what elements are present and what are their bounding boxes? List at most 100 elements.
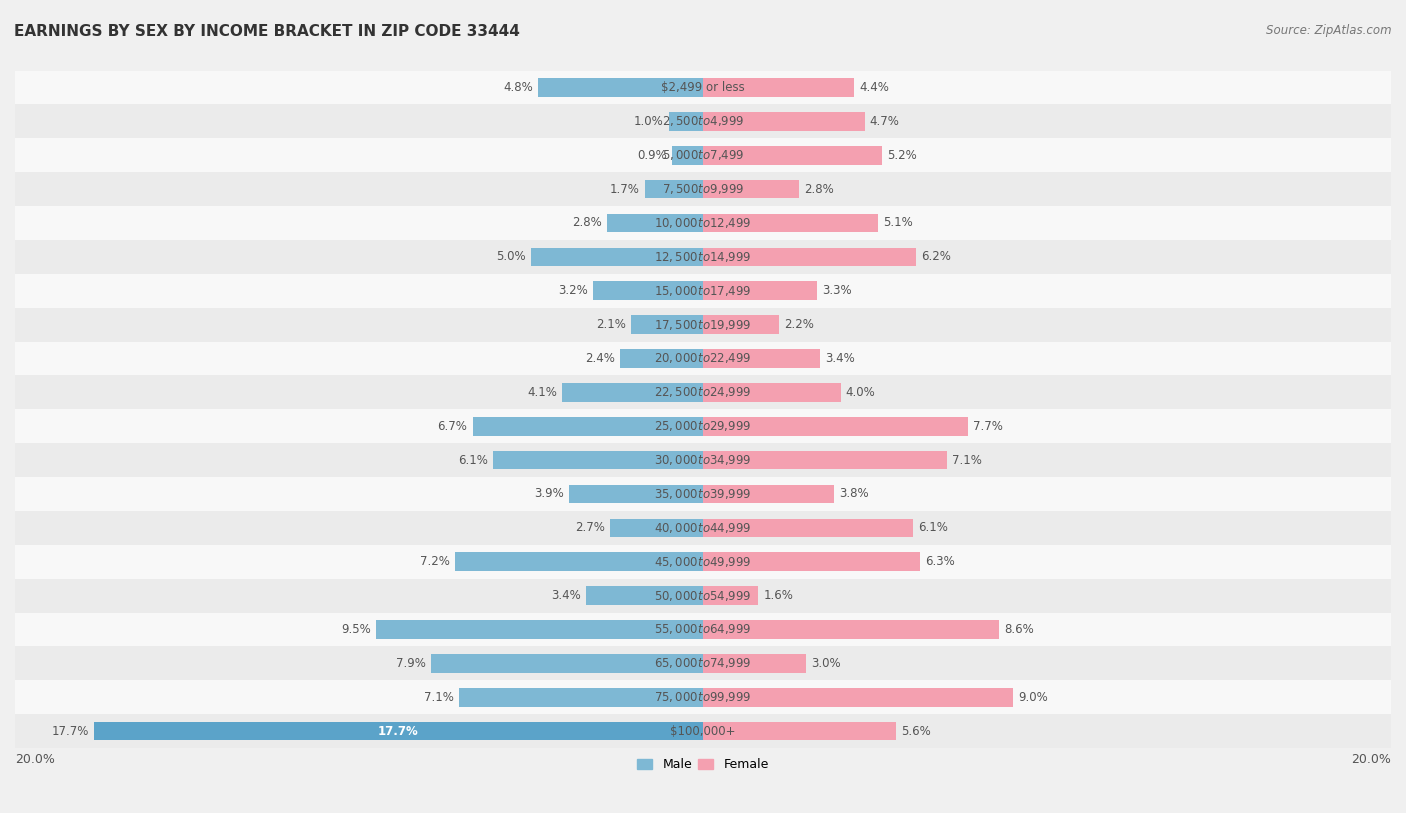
Text: $20,000 to $22,499: $20,000 to $22,499: [654, 351, 752, 366]
Text: 4.1%: 4.1%: [527, 386, 557, 399]
Bar: [703, 450, 948, 469]
Bar: [472, 417, 703, 436]
Text: 7.1%: 7.1%: [952, 454, 983, 467]
Text: 5.6%: 5.6%: [901, 724, 931, 737]
Text: 6.1%: 6.1%: [918, 521, 948, 534]
Text: $75,000 to $99,999: $75,000 to $99,999: [654, 690, 752, 704]
Text: 4.7%: 4.7%: [870, 115, 900, 128]
Text: 1.0%: 1.0%: [634, 115, 664, 128]
Text: $15,000 to $17,499: $15,000 to $17,499: [654, 284, 752, 298]
Bar: [620, 349, 703, 367]
Text: 5.2%: 5.2%: [887, 149, 917, 162]
Bar: [15, 240, 1391, 274]
Text: $12,500 to $14,999: $12,500 to $14,999: [654, 250, 752, 264]
Bar: [15, 579, 1391, 612]
Text: 3.9%: 3.9%: [534, 488, 564, 501]
Text: 5.0%: 5.0%: [496, 250, 526, 263]
Bar: [15, 274, 1391, 307]
Text: 7.7%: 7.7%: [973, 420, 1002, 433]
Bar: [15, 206, 1391, 240]
Bar: [456, 552, 703, 571]
Bar: [703, 315, 779, 334]
Bar: [15, 511, 1391, 545]
Bar: [703, 688, 1012, 706]
Bar: [15, 545, 1391, 579]
Text: EARNINGS BY SEX BY INCOME BRACKET IN ZIP CODE 33444: EARNINGS BY SEX BY INCOME BRACKET IN ZIP…: [14, 24, 520, 39]
Bar: [703, 417, 967, 436]
Bar: [669, 112, 703, 131]
Text: 3.2%: 3.2%: [558, 285, 588, 298]
Text: $25,000 to $29,999: $25,000 to $29,999: [654, 420, 752, 433]
Bar: [631, 315, 703, 334]
Bar: [15, 104, 1391, 138]
Text: 17.7%: 17.7%: [52, 724, 89, 737]
Text: $7,500 to $9,999: $7,500 to $9,999: [662, 182, 744, 196]
Text: 9.5%: 9.5%: [342, 623, 371, 636]
Text: 0.9%: 0.9%: [637, 149, 666, 162]
Text: 3.8%: 3.8%: [839, 488, 869, 501]
Bar: [15, 341, 1391, 376]
Bar: [703, 281, 817, 300]
Text: $40,000 to $44,999: $40,000 to $44,999: [654, 521, 752, 535]
Bar: [672, 146, 703, 164]
Bar: [15, 646, 1391, 680]
Bar: [703, 722, 896, 741]
Bar: [15, 307, 1391, 341]
Text: 2.1%: 2.1%: [596, 318, 626, 331]
Text: $5,000 to $7,499: $5,000 to $7,499: [662, 148, 744, 163]
Bar: [703, 654, 806, 672]
Text: $35,000 to $39,999: $35,000 to $39,999: [654, 487, 752, 501]
Bar: [703, 552, 920, 571]
Text: 7.2%: 7.2%: [420, 555, 450, 568]
Bar: [703, 146, 882, 164]
Bar: [703, 586, 758, 605]
Text: 4.8%: 4.8%: [503, 81, 533, 94]
Bar: [703, 214, 879, 233]
Bar: [703, 349, 820, 367]
Text: 2.4%: 2.4%: [585, 352, 616, 365]
Text: 2.7%: 2.7%: [575, 521, 605, 534]
Text: 6.1%: 6.1%: [458, 454, 488, 467]
Bar: [610, 519, 703, 537]
Bar: [15, 71, 1391, 104]
Text: 4.4%: 4.4%: [859, 81, 890, 94]
Text: $17,500 to $19,999: $17,500 to $19,999: [654, 318, 752, 332]
Bar: [15, 714, 1391, 748]
Bar: [15, 138, 1391, 172]
Bar: [644, 180, 703, 198]
Bar: [531, 247, 703, 266]
Text: 3.0%: 3.0%: [811, 657, 841, 670]
Text: 1.6%: 1.6%: [763, 589, 793, 602]
Bar: [703, 112, 865, 131]
Text: 1.7%: 1.7%: [609, 183, 640, 196]
Bar: [703, 485, 834, 503]
Text: $30,000 to $34,999: $30,000 to $34,999: [654, 453, 752, 467]
Text: $100,000+: $100,000+: [671, 724, 735, 737]
Bar: [703, 180, 800, 198]
Bar: [703, 519, 912, 537]
Bar: [15, 477, 1391, 511]
Text: 6.2%: 6.2%: [921, 250, 952, 263]
Bar: [15, 172, 1391, 206]
Text: $45,000 to $49,999: $45,000 to $49,999: [654, 554, 752, 569]
Text: 2.8%: 2.8%: [572, 216, 602, 229]
Bar: [703, 247, 917, 266]
Text: 7.9%: 7.9%: [396, 657, 426, 670]
Bar: [15, 376, 1391, 409]
Text: 8.6%: 8.6%: [1004, 623, 1033, 636]
Text: 3.4%: 3.4%: [825, 352, 855, 365]
Text: $2,499 or less: $2,499 or less: [661, 81, 745, 94]
Text: $2,500 to $4,999: $2,500 to $4,999: [662, 115, 744, 128]
Text: 6.7%: 6.7%: [437, 420, 467, 433]
Bar: [15, 612, 1391, 646]
Text: $55,000 to $64,999: $55,000 to $64,999: [654, 623, 752, 637]
Text: 6.3%: 6.3%: [925, 555, 955, 568]
Bar: [562, 383, 703, 402]
Bar: [538, 78, 703, 97]
Bar: [94, 722, 703, 741]
Text: $10,000 to $12,499: $10,000 to $12,499: [654, 216, 752, 230]
Bar: [432, 654, 703, 672]
Text: 3.4%: 3.4%: [551, 589, 581, 602]
Bar: [569, 485, 703, 503]
Text: 20.0%: 20.0%: [15, 753, 55, 766]
